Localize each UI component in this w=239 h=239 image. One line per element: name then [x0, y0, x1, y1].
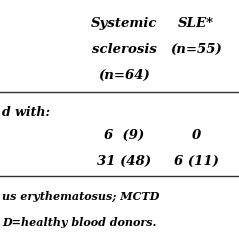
- Text: 0: 0: [191, 129, 201, 142]
- Text: Systemic: Systemic: [91, 17, 158, 30]
- Text: sclerosis: sclerosis: [92, 43, 157, 56]
- Text: 31 (48): 31 (48): [97, 155, 151, 168]
- Text: 6 (11): 6 (11): [174, 155, 218, 168]
- Text: 6  (9): 6 (9): [104, 129, 144, 142]
- Text: (n=55): (n=55): [170, 43, 222, 56]
- Text: SLE*: SLE*: [178, 17, 214, 30]
- Text: d with:: d with:: [2, 106, 50, 119]
- Text: (n=64): (n=64): [98, 69, 150, 82]
- Text: D=healthy blood donors.: D=healthy blood donors.: [2, 217, 157, 228]
- Text: us erythematosus; MCTD: us erythematosus; MCTD: [2, 191, 160, 202]
